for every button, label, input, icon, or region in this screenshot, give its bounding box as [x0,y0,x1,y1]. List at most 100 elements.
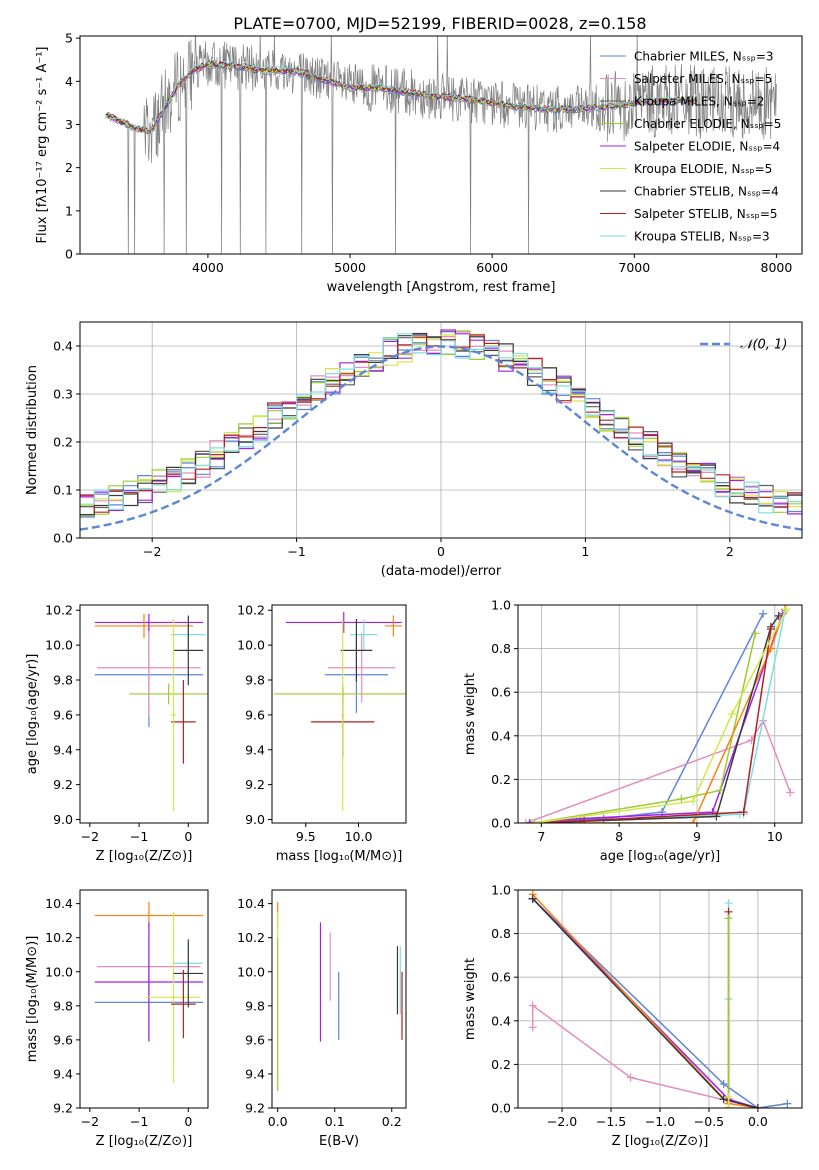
legend-label: Salpeter ELODIE, Nₛₛₚ=4 [634,140,780,154]
y-axis-label: mass weight [463,958,478,1040]
plot-area [521,605,795,823]
y-tick-label: 2 [65,160,73,175]
axes-frame [271,604,407,824]
point-marker [599,814,608,823]
point-marker [774,611,783,620]
x-tick-label: 7 [537,829,545,844]
axes-frame [271,889,407,1109]
axes-frame [517,604,803,824]
x-axis-label: E(B-V) [319,1134,359,1149]
x-tick-label: −2 [81,1114,99,1129]
x-tick-label: −1 [130,1114,148,1129]
y-tick-label: 9.2 [245,1101,265,1116]
x-tick-label: 0.0 [748,1114,768,1129]
y-tick-label: 0.4 [53,339,73,354]
y-tick-label: 0 [65,247,73,262]
y-tick-label: 0.8 [491,641,511,656]
x-tick-label: 4000 [192,260,224,275]
point-marker [525,819,534,823]
model-line [108,59,697,132]
panel-6: −2 −1 0 9.2 9.4 9.6 9.8 10.0 10.2 10.4 Z [log₁₀(Z/… [25,889,209,1149]
point-marker [528,1023,537,1032]
x-tick-label: −2 [143,544,161,559]
y-tick-label: 9.8 [53,672,73,687]
x-tick-label: −0.5 [694,1114,724,1129]
histogram-step [80,333,802,516]
legend-label: Salpeter MILES, Nₛₛₚ=5 [634,72,772,86]
axes-frame [79,35,803,255]
y-tick-label: 10.0 [237,964,265,979]
y-tick-label: 0.8 [491,926,511,941]
x-axis-label: wavelength [Angstrom, rest frame] [327,280,556,295]
y-tick-label: 9.6 [245,707,265,722]
x-tick-label: −1 [287,544,305,559]
legend-label: Kroupa ELODIE, Nₛₛₚ=5 [634,162,772,176]
point-marker [759,609,768,618]
legend: 𝒩(0, 1) [700,338,787,353]
y-tick-label: 9.2 [53,1101,73,1116]
x-axis-label: (data-model)/error [381,564,502,579]
point-marker [782,605,791,614]
point-marker [783,1099,792,1108]
point-marker [626,1073,635,1082]
x-tick-label: 9.5 [296,829,316,844]
point-marker [529,819,538,823]
x-tick-label: −1.5 [596,1114,626,1129]
panel-7: 0.0 0.1 0.2 9.2 9.4 9.6 9.8 10.0 10.2 10.4 E(B-V) [237,889,407,1149]
point-marker [766,624,775,633]
point-marker [689,797,698,806]
y-tick-label: 0.2 [491,1057,511,1072]
series-line [532,898,788,1108]
x-tick-label: 6000 [476,260,508,275]
y-tick-label: 9.4 [53,742,73,757]
y-tick-label: 1.0 [491,598,511,613]
y-axis-label: mass [log₁₀(M/M⊙)] [25,936,40,1063]
x-axis-label: Z [log₁₀(Z/Z⊙)] [96,849,193,864]
point-marker [753,1104,762,1108]
model-line [108,60,698,132]
legend-label: Kroupa MILES, Nₛₛₚ=2 [634,95,764,109]
plot-area [94,901,204,1083]
point-marker [727,710,736,718]
point-marker [719,1080,728,1089]
y-tick-label: 0.6 [491,970,511,985]
y-tick-label: 9.8 [245,998,265,1013]
y-tick-label: 0.3 [53,387,73,402]
point-marker [724,914,733,923]
y-axis-label: age [log₁₀(age/yr)] [25,654,40,775]
y-tick-label: 0.0 [53,531,73,546]
y-tick-label: 9.8 [53,998,73,1013]
y-tick-label: 10.2 [45,603,73,618]
plot-area [105,36,777,254]
y-axis-label: mass weight [463,673,478,755]
legend-label: Chabrier ELODIE, Nₛₛₚ=5 [634,117,781,131]
legend-label: Chabrier STELIB, Nₛₛₚ=4 [634,185,779,199]
x-tick-label: 10 [767,829,783,844]
y-tick-label: 0.2 [53,435,73,450]
y-tick-label: 9.6 [53,707,73,722]
y-tick-label: 5 [65,31,73,46]
x-tick-label: 0 [184,1114,192,1129]
x-tick-label: 0 [437,544,445,559]
y-tick-label: 3 [65,117,73,132]
x-tick-label: 0.1 [325,1114,345,1129]
x-axis-label: Z [log₁₀(Z/Z⊙)] [612,1134,709,1149]
legend-label: 𝒩(0, 1) [740,338,787,353]
series-line [533,628,772,823]
y-axis-label: Flux [fλ10⁻¹⁷ erg cm⁻² s⁻¹ A⁻¹] [35,47,50,244]
plot-area [528,890,792,1108]
y-tick-label: 9.4 [53,1066,73,1081]
x-tick-label: 0.0 [268,1114,288,1129]
legend-label: Kroupa STELIB, Nₛₛₚ=3 [634,230,770,244]
y-axis-label: Normed distribution [25,365,40,495]
series-line [533,633,757,823]
y-tick-label: 0.0 [491,1101,511,1116]
x-axis-label: age [log₁₀(age/yr)] [600,849,721,864]
x-tick-label: 0 [184,829,192,844]
x-tick-label: 10.0 [345,829,373,844]
point-marker [739,808,748,817]
gaussian-curve [80,345,802,531]
y-tick-label: 10.4 [45,896,73,911]
y-tick-label: 9.0 [245,812,265,827]
